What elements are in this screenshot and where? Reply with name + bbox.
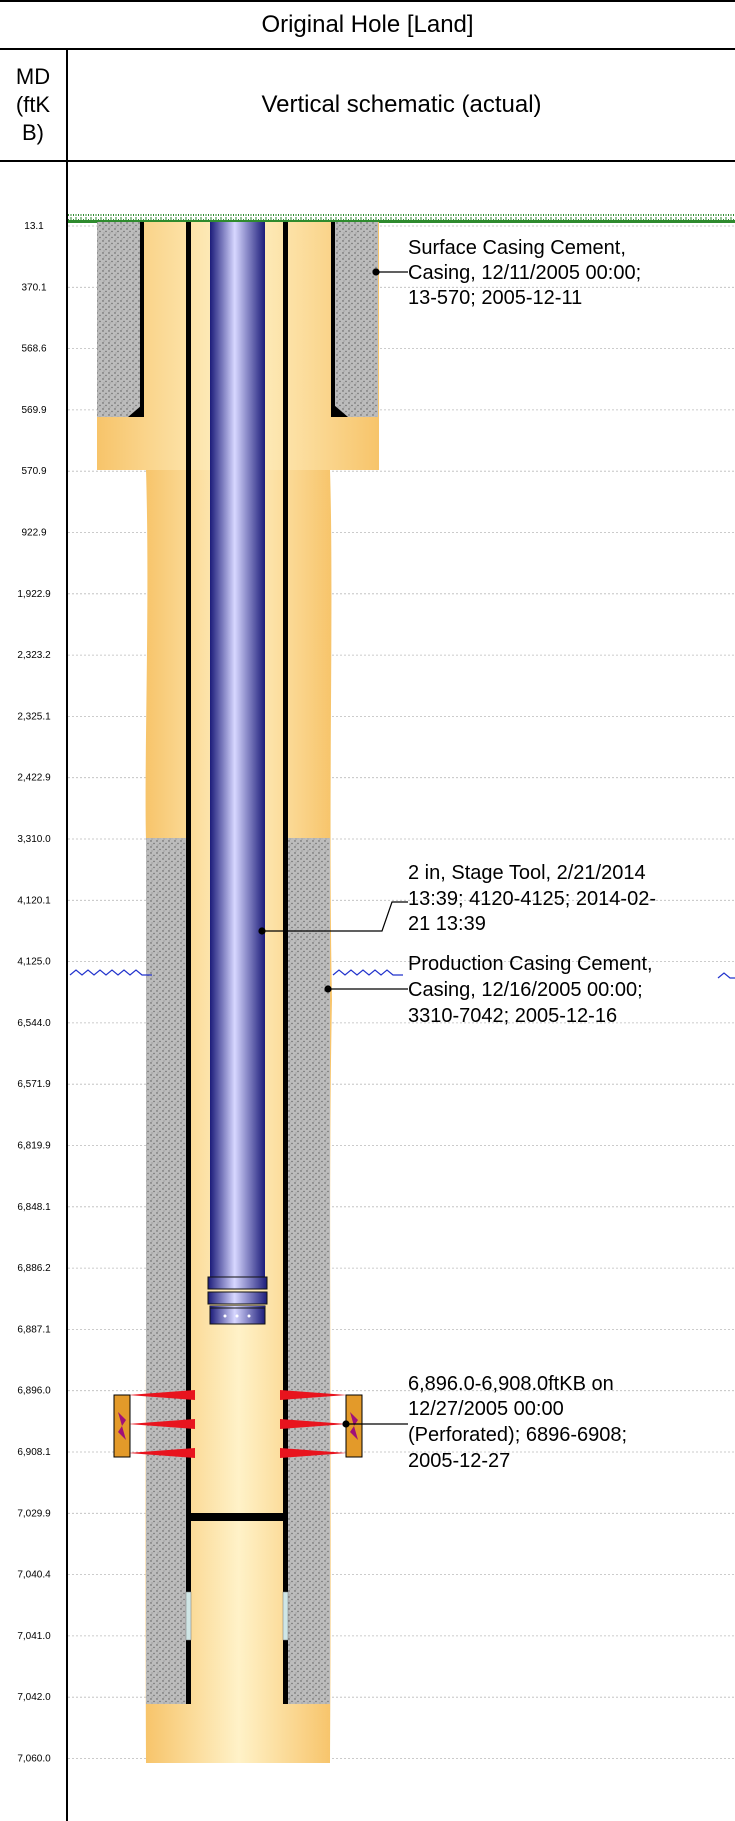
production-cement-line-2: Casing, 12/16/2005 00:00;	[408, 979, 643, 1001]
surface-casing-shoe-left	[128, 405, 142, 417]
depth-grid: 13.1 370.1 568.6 569.9 570.9 922.9 1,922.9 2,32…	[17, 221, 735, 1765]
stage-tool-line-2: 13:39; 4120-4125; 2014-02-	[408, 888, 656, 910]
md-column-header: MD (ftK B)	[0, 50, 68, 162]
perforation-line-3: (Perforated); 6896-6908;	[408, 1424, 627, 1446]
perforation-line-4: 2005-12-27	[408, 1450, 510, 1472]
depth-label: 6,819.9	[17, 1141, 51, 1152]
depth-label: 6,886.2	[17, 1263, 51, 1274]
depth-label: 6,571.9	[17, 1079, 51, 1090]
depth-label: 3,310.0	[17, 834, 51, 845]
page-title: Original Hole [Land]	[0, 0, 735, 50]
annotation-surface-cement: Surface Casing Cement, Casing, 12/11/200…	[408, 237, 641, 309]
depth-label: 2,323.2	[17, 650, 51, 661]
production-cement-right	[288, 838, 330, 1704]
production-cement-left	[146, 838, 186, 1704]
surface-casing-shoe-right	[334, 405, 348, 417]
surface-cement-line-1: Surface Casing Cement,	[408, 237, 626, 259]
depth-label: 1,922.9	[17, 589, 51, 600]
production-casing-right	[283, 222, 288, 1704]
surface-cement-line-3: 13-570; 2005-12-11	[408, 287, 582, 309]
depth-label: 568.6	[21, 344, 46, 355]
float-collar-right	[282, 1591, 289, 1641]
casing-plug	[191, 1513, 283, 1521]
ground-surface-grass	[68, 214, 735, 222]
depth-label: 6,544.0	[17, 1018, 51, 1029]
schematic-column-header: Vertical schematic (actual)	[68, 50, 735, 162]
tubing-collar-2	[207, 1291, 268, 1305]
perforations	[113, 1390, 363, 1458]
perforation-line-2: 12/27/2005 00:00	[408, 1398, 564, 1420]
depth-label: 6,896.0	[17, 1386, 51, 1397]
depth-label: 4,125.0	[17, 957, 51, 968]
surface-cement-line-2: Casing, 12/11/2005 00:00;	[408, 262, 641, 284]
annotation-leaders	[258, 268, 408, 1428]
perforation-line-1: 6,896.0-6,908.0ftKB on	[408, 1373, 614, 1395]
surface-cement-left	[97, 222, 142, 417]
production-casing-left	[186, 222, 191, 1704]
depth-label: 7,042.0	[17, 1692, 51, 1703]
production-cement-line-3: 3310-7042; 2005-12-16	[408, 1005, 617, 1027]
stage-tool-line-1: 2 in, Stage Tool, 2/21/2014	[408, 862, 646, 884]
depth-label: 6,908.1	[17, 1447, 51, 1458]
ground-surface-line	[68, 220, 735, 223]
depth-label: 922.9	[21, 528, 46, 539]
nozzle-hole-3	[247, 1314, 251, 1318]
depth-label: 570.9	[21, 466, 46, 477]
depth-label: 2,422.9	[17, 773, 51, 784]
md-header-line-3: B)	[21, 120, 44, 145]
annotation-stage-tool: 2 in, Stage Tool, 2/21/2014 13:39; 4120-…	[408, 862, 656, 935]
surface-casing-right	[331, 222, 335, 417]
production-cement-line-1: Production Casing Cement,	[408, 953, 653, 975]
md-header-line-1: MD	[15, 64, 51, 89]
depth-label: 13.1	[24, 221, 44, 232]
tubing-collar-1	[207, 1276, 268, 1290]
depth-label: 7,040.4	[17, 1570, 51, 1581]
depth-label: 569.9	[21, 405, 46, 416]
annotation-production-cement: Production Casing Cement, Casing, 12/16/…	[408, 953, 653, 1027]
float-collar-left	[185, 1591, 192, 1641]
depth-label: 370.1	[21, 282, 46, 293]
depth-label: 7,041.0	[17, 1631, 51, 1642]
annotation-perforation: 6,896.0-6,908.0ftKB on 12/27/2005 00:00 …	[408, 1373, 627, 1472]
md-header-line-2: (ftK	[15, 92, 51, 117]
tubing	[210, 222, 265, 1277]
stage-tool-line-3: 21 13:39	[408, 913, 486, 935]
md-column-divider	[66, 162, 68, 1821]
surface-cement-right	[333, 222, 378, 417]
nozzle-hole-2	[235, 1314, 239, 1318]
surface-casing-left	[140, 222, 144, 417]
nozzle-hole-1	[223, 1314, 227, 1318]
depth-label: 6,848.1	[17, 1202, 51, 1213]
depth-label: 4,120.1	[17, 895, 51, 906]
fluid-level-edge	[717, 972, 735, 979]
depth-label: 6,887.1	[17, 1324, 51, 1335]
depth-label: 7,029.9	[17, 1508, 51, 1519]
depth-label: 2,325.1	[17, 711, 51, 722]
depth-label: 7,060.0	[17, 1754, 51, 1765]
fluid-level-left	[69, 969, 152, 976]
fluid-level-right	[332, 969, 403, 976]
